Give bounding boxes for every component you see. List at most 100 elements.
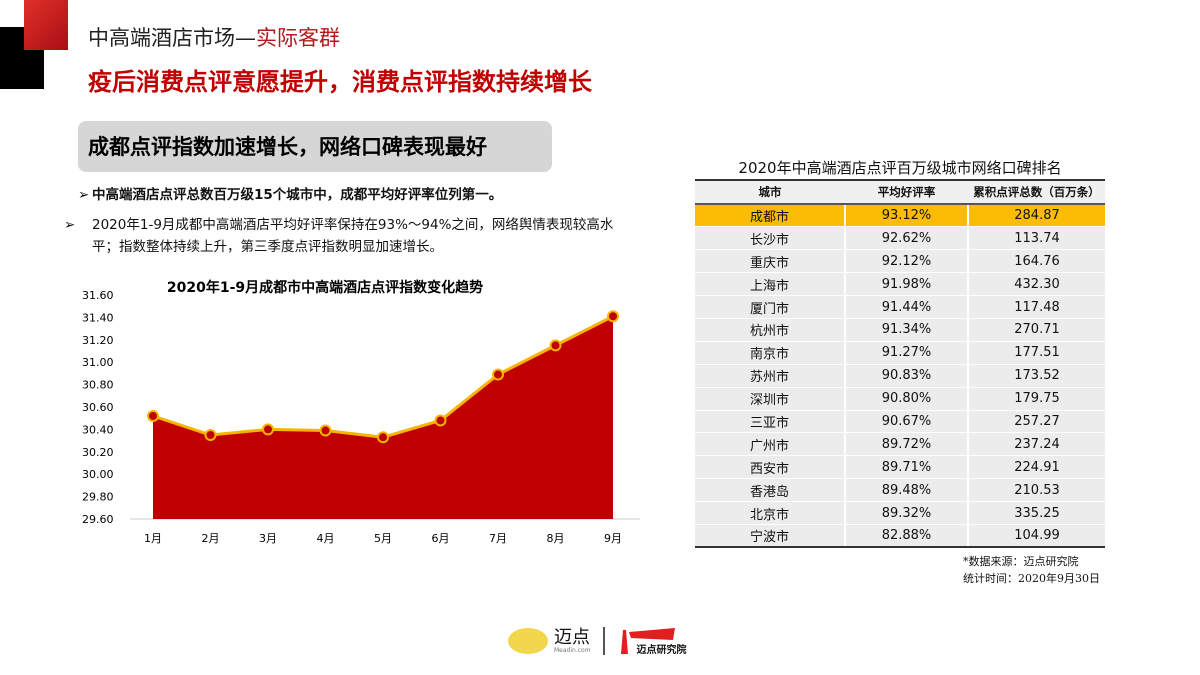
table-row: 成都市 93.12% 284.87 xyxy=(695,204,1105,228)
chart-title: 2020年1-9月成都市中高端酒店点评指数变化趋势 xyxy=(167,279,483,296)
table-row: 宁波市 82.88% 104.99 xyxy=(695,524,1105,549)
city-cell: 苏州市 xyxy=(695,364,845,388)
rate-cell: 89.48% xyxy=(844,478,968,503)
rate-cell: 89.71% xyxy=(844,455,968,480)
arrow-right-icon: ➢ xyxy=(64,217,76,233)
count-cell: 179.75 xyxy=(967,387,1105,411)
y-tick-label: 30.20 xyxy=(82,446,114,459)
bullet-2: ➢ 2020年1-9月成都中高端酒店平均好评率保持在93%～94%之间，网络舆情表… xyxy=(64,214,633,258)
city-cell: 重庆市 xyxy=(695,249,845,274)
count-cell: 237.24 xyxy=(967,432,1105,457)
y-tick-label: 31.40 xyxy=(82,311,114,324)
col-header-count: 累积点评总数（百万条） xyxy=(968,180,1105,205)
data-point xyxy=(549,339,562,352)
table-header-row: 城市 平均好评率 累积点评总数（百万条） xyxy=(695,180,1105,205)
count-cell: 117.48 xyxy=(967,295,1105,319)
brand-url: Meadin.com xyxy=(554,646,591,654)
x-tick-label: 8月 xyxy=(547,532,565,545)
data-point xyxy=(607,310,619,323)
table-title: 2020年中高端酒店点评百万级城市网络口碑排名 xyxy=(738,159,1062,177)
section-title: 中高端酒店市场—实际客群 xyxy=(88,22,340,52)
table-row: 南京市 91.27% 177.51 xyxy=(695,341,1105,365)
rate-cell: 93.12% xyxy=(844,204,968,228)
table-row: 三亚市 90.67% 257.27 xyxy=(695,410,1105,434)
count-cell: 173.52 xyxy=(967,364,1105,388)
city-cell: 厦门市 xyxy=(695,295,845,319)
count-cell: 104.99 xyxy=(967,524,1105,549)
x-tick-label: 4月 xyxy=(317,532,335,545)
highlight-banner: 成都点评指数加速增长，网络口碑表现最好 xyxy=(78,121,552,172)
count-cell: 164.76 xyxy=(967,249,1105,274)
rate-cell: 91.98% xyxy=(844,272,968,297)
count-cell: 284.87 xyxy=(967,204,1105,228)
table-row: 杭州市 91.34% 270.71 xyxy=(695,318,1105,342)
table-row: 厦门市 91.44% 117.48 xyxy=(695,295,1105,319)
data-point xyxy=(492,368,504,381)
footer-logos: 迈点 Meadin.com 迈点研究院 xyxy=(508,626,687,656)
x-tick-label: 9月 xyxy=(604,532,622,545)
table-row: 重庆市 92.12% 164.76 xyxy=(695,249,1105,274)
x-tick-label: 6月 xyxy=(432,532,450,545)
city-cell: 长沙市 xyxy=(695,226,845,251)
y-tick-label: 29.80 xyxy=(82,491,114,504)
city-cell: 北京市 xyxy=(695,501,845,525)
rate-cell: 91.34% xyxy=(844,318,968,342)
x-tick-label: 3月 xyxy=(259,532,277,545)
count-cell: 224.91 xyxy=(967,455,1105,480)
y-tick-label: 31.20 xyxy=(82,334,114,347)
city-cell: 南京市 xyxy=(695,341,845,365)
rate-cell: 92.62% xyxy=(844,226,968,251)
count-cell: 113.74 xyxy=(967,226,1105,251)
title-main: 中高端酒店市场— xyxy=(88,26,256,50)
data-point xyxy=(377,431,389,444)
source-line: *数据来源：迈点研究院 xyxy=(963,555,1079,568)
x-tick-label: 1月 xyxy=(144,532,162,545)
count-cell: 257.27 xyxy=(967,410,1105,434)
y-tick-label: 31.00 xyxy=(82,356,114,369)
bullet-text: 中高端酒店点评总数百万级15个城市中，成都平均好评率位列第一。 xyxy=(92,187,503,203)
count-cell: 210.53 xyxy=(967,478,1105,503)
rate-cell: 91.44% xyxy=(844,295,968,319)
y-tick-label: 30.80 xyxy=(82,379,114,392)
bullet-text: 2020年1-9月成都中高端酒店平均好评率保持在93%～94%之间，网络舆情表现… xyxy=(92,217,614,255)
y-tick-label: 30.40 xyxy=(82,423,114,436)
count-cell: 432.30 xyxy=(967,272,1105,297)
rate-cell: 90.83% xyxy=(844,364,968,388)
col-header-city: 城市 xyxy=(695,180,845,205)
rate-cell: 90.67% xyxy=(844,410,968,434)
y-tick-label: 30.00 xyxy=(82,468,114,481)
area-fill xyxy=(153,316,613,519)
city-cell: 上海市 xyxy=(695,272,845,297)
table-row: 香港岛 89.48% 210.53 xyxy=(695,478,1105,503)
data-point xyxy=(147,409,159,422)
table-row: 苏州市 90.83% 173.52 xyxy=(695,364,1105,388)
arrow-right-icon: ➢ xyxy=(78,187,90,203)
decor-red-square xyxy=(24,0,68,50)
index-trend-chart: 2020年1-9月成都市中高端酒店点评指数变化趋势 29.60 29.80 30.0… xyxy=(82,279,640,545)
city-cell: 广州市 xyxy=(695,432,845,457)
col-header-rate: 平均好评率 xyxy=(845,180,968,205)
rate-cell: 82.88% xyxy=(844,524,968,549)
table-row: 西安市 89.71% 224.91 xyxy=(695,455,1105,480)
x-tick-label: 2月 xyxy=(202,532,220,545)
rate-cell: 91.27% xyxy=(844,341,968,365)
count-cell: 177.51 xyxy=(967,341,1105,365)
data-source-note: *数据来源：迈点研究院 统计时间：2020年9月30日 xyxy=(963,553,1100,587)
count-cell: 335.25 xyxy=(967,501,1105,525)
page-subtitle: 疫后消费点评意愿提升，消费点评指数持续增长 xyxy=(88,68,592,96)
table-row: 上海市 91.98% 432.30 xyxy=(695,272,1105,297)
table-row: 深圳市 90.80% 179.75 xyxy=(695,387,1105,411)
y-tick-label: 29.60 xyxy=(82,513,114,526)
y-tick-label: 31.60 xyxy=(82,289,114,302)
rate-cell: 92.12% xyxy=(844,249,968,274)
city-cell: 杭州市 xyxy=(695,318,845,342)
table-row: 广州市 89.72% 237.24 xyxy=(695,432,1105,457)
x-tick-label: 7月 xyxy=(489,532,507,545)
meadin-eye-logo-icon xyxy=(508,628,548,654)
x-tick-label: 5月 xyxy=(374,532,392,545)
rate-cell: 89.32% xyxy=(844,501,968,525)
table-row: 北京市 89.32% 335.25 xyxy=(695,501,1105,525)
research-institute-logo-icon xyxy=(620,628,675,654)
data-point xyxy=(434,414,447,427)
brand-name: 迈点 xyxy=(554,626,590,648)
